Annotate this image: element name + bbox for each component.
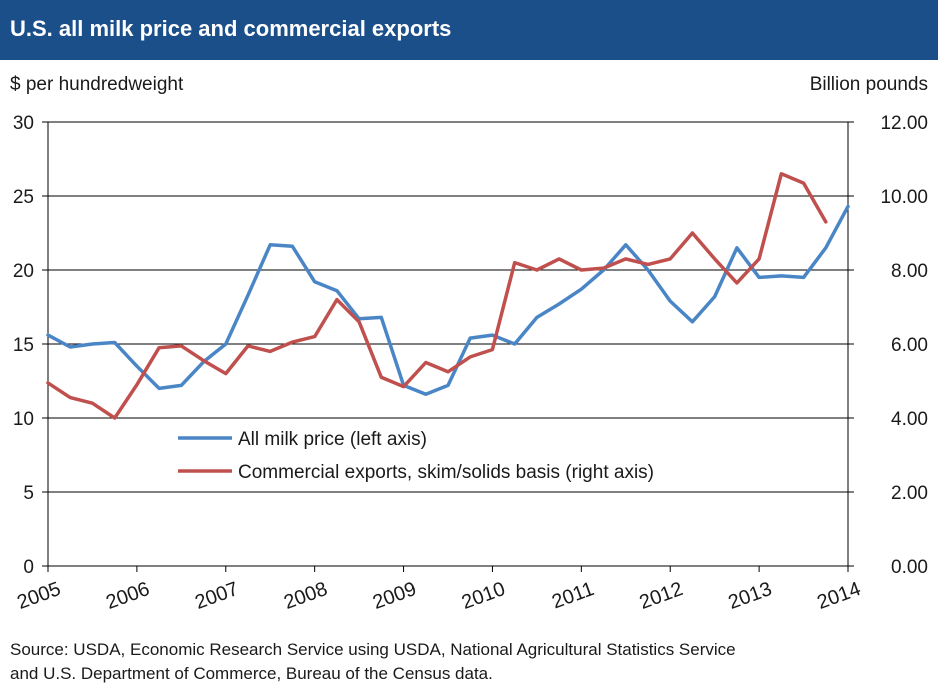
- left-tick-label: 5: [23, 483, 34, 504]
- left-tick-label: 10: [13, 409, 34, 430]
- source-line-2: and U.S. Department of Commerce, Bureau …: [10, 664, 493, 683]
- x-tick-label: 2009: [370, 578, 419, 614]
- x-tick-label: 2014: [814, 578, 863, 614]
- right-tick-label: 0.00: [891, 557, 928, 578]
- left-tick-label: 25: [13, 187, 34, 208]
- left-axis-unit-label: $ per hundredweight: [10, 74, 184, 95]
- left-tick-label: 15: [13, 335, 34, 356]
- source-note: Source: USDA, Economic Research Service …: [10, 638, 930, 686]
- series-layer: [46, 172, 850, 420]
- title-bar: U.S. all milk price and commercial expor…: [0, 0, 938, 60]
- right-tick-label: 6.00: [891, 335, 928, 356]
- x-tick-label: 2007: [192, 578, 241, 614]
- right-axis-unit-label: Billion pounds: [809, 74, 928, 95]
- x-tick-label: 2011: [549, 578, 597, 613]
- legend: All milk price (left axis) Commercial exp…: [178, 429, 654, 483]
- exports-series-line: [46, 172, 828, 420]
- milk-price-series-line: [46, 204, 850, 397]
- grid-layer: [42, 121, 854, 572]
- chart-title: U.S. all milk price and commercial expor…: [10, 16, 452, 41]
- x-tick-label: 2013: [725, 578, 774, 614]
- x-tick-label: 2006: [103, 578, 152, 614]
- source-line-1: Source: USDA, Economic Research Service …: [10, 640, 736, 659]
- x-tick-label: 2012: [637, 578, 686, 614]
- left-tick-label: 20: [13, 261, 34, 282]
- legend-label-milk-price: All milk price (left axis): [238, 429, 427, 450]
- x-tick-label: 2005: [14, 578, 63, 614]
- left-tick-label: 0: [23, 557, 34, 578]
- right-tick-label: 12.00: [880, 113, 928, 134]
- x-tick-label: 2010: [459, 578, 508, 614]
- right-tick-label: 4.00: [891, 409, 928, 430]
- right-tick-label: 2.00: [891, 483, 928, 504]
- right-tick-label: 8.00: [891, 261, 928, 282]
- legend-label-exports: Commercial exports, skim/solids basis (r…: [238, 462, 654, 483]
- x-tick-label: 2008: [281, 578, 330, 614]
- left-tick-label: 30: [13, 113, 34, 134]
- right-tick-label: 10.00: [880, 187, 928, 208]
